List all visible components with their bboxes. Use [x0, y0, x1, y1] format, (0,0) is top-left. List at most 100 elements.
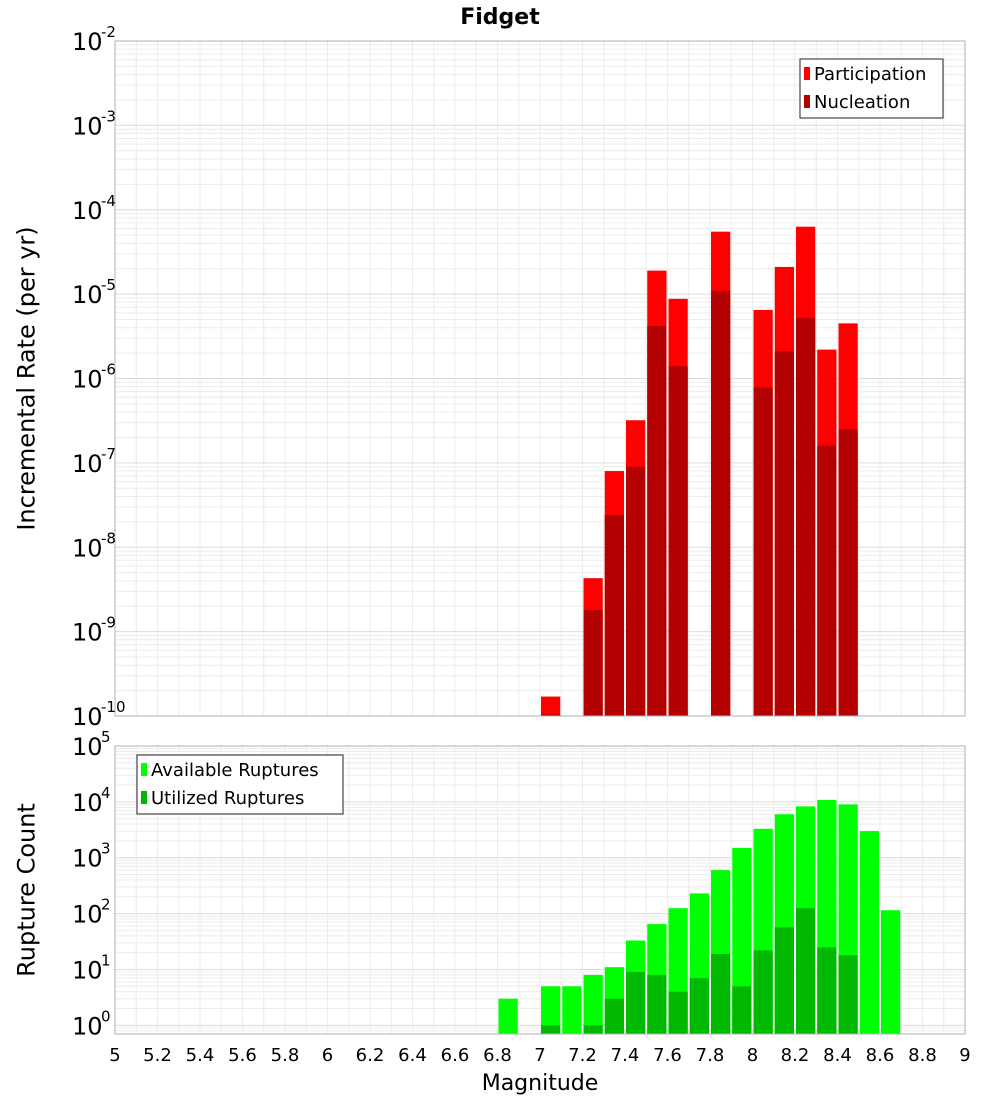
bottom-plot-frame	[114, 745, 966, 1035]
x-tick-label: 5.2	[143, 1045, 172, 1066]
available-ruptures-bar	[583, 974, 603, 1034]
legend-box	[799, 58, 944, 119]
x-tick-labels: 5 5.2 5.4 5.6 5.8 6 6.2 6.4 6.6 6.8 7 7.2 7.4 7.6 7.8 8…	[109, 1045, 970, 1066]
x-tick-label: 8.6	[866, 1045, 895, 1066]
x-tick-label: 6.4	[398, 1045, 427, 1066]
x-tick-label: 7.2	[568, 1045, 597, 1066]
nucleation-bar	[583, 610, 603, 716]
nucleation-bar	[647, 325, 667, 716]
x-axis-label: Magnitude	[482, 1071, 599, 1096]
y-tick-label: 10-4	[72, 192, 116, 225]
legend-box	[136, 754, 344, 815]
y-tick-label: 10-8	[72, 529, 116, 562]
legend-label: Available Ruptures	[151, 760, 319, 781]
utilized-ruptures-bar	[541, 1025, 561, 1034]
chart-title: Fidget	[460, 5, 540, 30]
available-ruptures-bar	[541, 986, 561, 1034]
x-tick-label: 5.4	[186, 1045, 215, 1066]
y-tick-base: 10	[72, 450, 103, 478]
y-tick-label: 105	[72, 728, 111, 761]
bottom-bars	[498, 800, 901, 1034]
y-tick-base: 10	[72, 534, 103, 562]
available-ruptures-bar	[562, 986, 582, 1034]
nucleation-bar	[817, 445, 837, 716]
y-tick-base: 10	[72, 901, 103, 929]
y-tick-base: 10	[72, 733, 103, 761]
utilized-ruptures-bar	[668, 991, 688, 1034]
y-tick-label: 10-3	[72, 107, 116, 140]
nucleation-bar	[774, 351, 794, 716]
x-tick-label: 6	[322, 1045, 333, 1066]
y-tick-exponent: 5	[101, 728, 111, 746]
bottom-legend: Available Ruptures Utilized Ruptures	[136, 754, 344, 815]
x-tick-label: 8.2	[781, 1045, 810, 1066]
x-tick-label: 7.8	[696, 1045, 725, 1066]
x-tick-label: 8.8	[908, 1045, 937, 1066]
y-tick-label: 101	[72, 951, 111, 984]
y-tick-base: 10	[72, 789, 103, 817]
y-tick-base: 10	[72, 956, 103, 984]
legend-swatch	[141, 763, 147, 776]
top-legend: Participation Nucleation	[799, 58, 944, 119]
y-tick-base: 10	[72, 281, 103, 309]
x-tick-label: 8.4	[823, 1045, 852, 1066]
bottom-y-axis-label: Rupture Count	[12, 803, 40, 977]
y-tick-exponent: -9	[101, 614, 116, 632]
y-tick-base: 10	[72, 845, 103, 873]
utilized-ruptures-bar	[732, 986, 752, 1034]
legend-swatch	[804, 95, 810, 108]
y-tick-exponent: 0	[101, 1007, 111, 1025]
y-tick-label: 10-2	[72, 23, 116, 56]
y-tick-exponent: -8	[101, 529, 116, 547]
utilized-ruptures-bar	[796, 908, 816, 1034]
nucleation-bar	[796, 318, 816, 716]
y-tick-base: 10	[72, 1012, 103, 1040]
legend-swatch	[804, 67, 810, 80]
y-tick-label: 10-7	[72, 445, 116, 478]
y-tick-label: 104	[72, 784, 111, 817]
y-tick-label: 10-9	[72, 614, 116, 647]
y-tick-base: 10	[72, 619, 103, 647]
y-tick-exponent: 1	[101, 951, 111, 969]
x-tick-label: 7.4	[611, 1045, 640, 1066]
y-tick-exponent: -2	[101, 23, 116, 41]
utilized-ruptures-bar	[838, 955, 858, 1034]
utilized-ruptures-bar	[626, 972, 646, 1034]
nucleation-bar	[711, 290, 731, 716]
top-plot-frame	[114, 40, 966, 717]
y-tick-exponent: -10	[101, 698, 126, 716]
y-tick-exponent: -6	[101, 361, 116, 379]
utilized-ruptures-bar	[753, 950, 773, 1034]
x-tick-label: 5.6	[228, 1045, 257, 1066]
y-tick-base: 10	[72, 112, 103, 140]
available-ruptures-bar	[881, 910, 901, 1034]
y-tick-label: 10-10	[72, 698, 126, 731]
nucleation-bar	[753, 387, 773, 716]
x-tick-label: 5.8	[271, 1045, 300, 1066]
y-tick-exponent: -7	[101, 445, 116, 463]
y-tick-label: 10-5	[72, 276, 116, 309]
available-ruptures-bar	[859, 831, 879, 1034]
participation-bar	[541, 696, 561, 716]
y-tick-base: 10	[72, 366, 103, 394]
x-tick-label: 6.2	[356, 1045, 385, 1066]
nucleation-bar	[604, 515, 624, 716]
y-tick-exponent: -3	[101, 107, 116, 125]
y-tick-base: 10	[72, 197, 103, 225]
top-bars	[541, 226, 858, 716]
utilized-ruptures-bar	[647, 974, 667, 1034]
y-tick-exponent: -5	[101, 276, 116, 294]
top-y-axis-label: Incremental Rate (per yr)	[12, 226, 40, 530]
utilized-ruptures-bar	[583, 1025, 603, 1034]
top-grid	[114, 41, 966, 717]
y-tick-label: 103	[72, 840, 111, 873]
y-tick-label: 10-6	[72, 361, 116, 394]
y-tick-label: 102	[72, 896, 111, 929]
nucleation-bar	[668, 366, 688, 716]
